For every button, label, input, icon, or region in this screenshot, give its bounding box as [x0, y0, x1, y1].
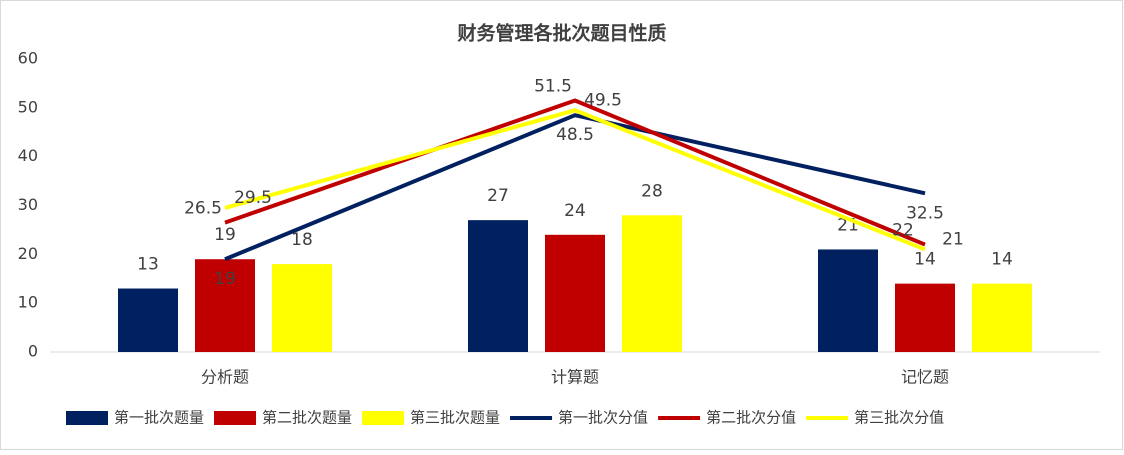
y-tick-label: 60	[18, 49, 38, 68]
y-tick-label: 10	[18, 293, 38, 312]
data-label: 18	[291, 230, 313, 250]
data-label: 19	[214, 269, 236, 289]
bar	[195, 259, 255, 352]
data-label: 19	[214, 225, 236, 245]
bar	[895, 283, 955, 352]
data-label: 14	[991, 250, 1013, 270]
line	[224, 113, 926, 262]
y-tick-label: 20	[18, 244, 38, 263]
bar	[972, 283, 1032, 352]
data-label: 22	[892, 221, 914, 241]
data-label: 21	[942, 229, 964, 249]
legend-label: 第三批次题量	[410, 409, 500, 427]
x-tick-label: 记忆题	[901, 368, 949, 387]
chart-title: 财务管理各批次题目性质	[457, 22, 666, 45]
y-tick-label: 30	[18, 195, 38, 214]
legend-swatch	[66, 411, 108, 425]
data-label: 29.5	[234, 188, 272, 208]
legend-label: 第一批次分值	[558, 409, 648, 427]
data-label: 27	[487, 186, 509, 206]
data-label: 49.5	[584, 90, 622, 110]
bar	[818, 249, 878, 352]
legend-swatch	[362, 411, 405, 425]
legend-label: 第一批次题量	[114, 409, 204, 427]
data-label: 32.5	[906, 203, 944, 223]
data-label: 28	[641, 181, 663, 201]
legend-label: 第二批次分值	[706, 409, 796, 427]
line	[224, 98, 926, 247]
y-tick-label: 0	[28, 342, 38, 361]
bar	[272, 264, 332, 352]
x-tick-label: 分析题	[201, 368, 249, 387]
bar	[468, 220, 528, 352]
bar	[622, 215, 682, 352]
data-label: 24	[564, 201, 586, 221]
bar	[545, 234, 605, 352]
data-label: 14	[914, 250, 936, 270]
legend-label: 第二批次题量	[262, 409, 352, 427]
legend-swatch	[214, 411, 257, 425]
data-label: 51.5	[534, 77, 572, 97]
bar	[118, 288, 178, 352]
data-label: 48.5	[556, 125, 594, 145]
line	[224, 108, 926, 252]
y-tick-label: 50	[18, 97, 38, 116]
x-tick-label: 计算题	[551, 368, 599, 387]
legend-label: 第三批次分值	[854, 409, 944, 427]
data-label: 13	[137, 255, 159, 275]
y-tick-label: 40	[18, 146, 38, 165]
data-label: 26.5	[184, 199, 222, 219]
